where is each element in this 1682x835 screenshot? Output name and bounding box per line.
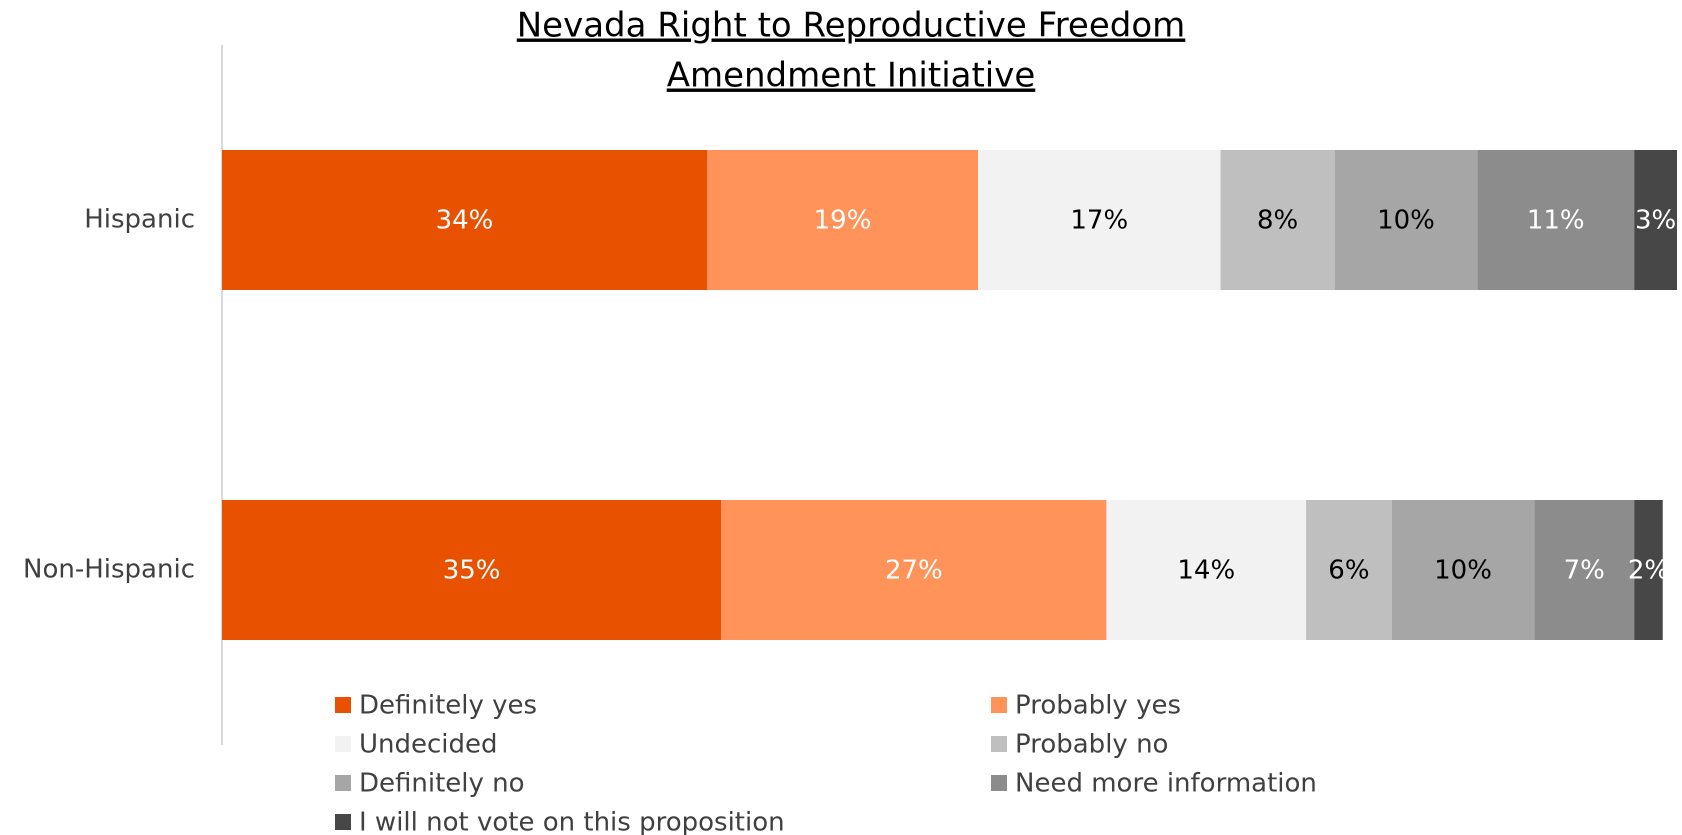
data-label: 6% bbox=[1328, 556, 1369, 586]
data-label: 17% bbox=[1070, 206, 1128, 236]
bar-segment bbox=[978, 150, 1221, 290]
data-label: 27% bbox=[885, 556, 943, 586]
bar-segment bbox=[1391, 500, 1535, 640]
data-label: 3% bbox=[1635, 206, 1676, 236]
legend-label: Undecided bbox=[359, 730, 498, 760]
bar-segment bbox=[222, 500, 722, 640]
bar-segment bbox=[721, 500, 1107, 640]
bar-segment bbox=[1334, 150, 1478, 290]
legend-label: Probably yes bbox=[1015, 691, 1181, 721]
data-label: 34% bbox=[436, 206, 494, 236]
bar-segment bbox=[1106, 500, 1307, 640]
data-label: 14% bbox=[1177, 556, 1235, 586]
plot-area bbox=[222, 150, 1677, 640]
legend-label: Definitely yes bbox=[359, 691, 537, 721]
chart-title: Amendment Initiative bbox=[667, 56, 1036, 96]
bar-segment bbox=[1534, 500, 1635, 640]
data-label: 11% bbox=[1527, 206, 1585, 236]
legend-swatch bbox=[335, 697, 351, 713]
data-label: 7% bbox=[1564, 556, 1605, 586]
y-tick-label: Non-Hispanic bbox=[23, 555, 195, 585]
legend-label: Need more information bbox=[1015, 769, 1317, 799]
legend-label: Definitely no bbox=[359, 769, 525, 799]
bar-segment bbox=[1477, 150, 1635, 290]
legend-swatch bbox=[991, 775, 1007, 791]
legend-swatch bbox=[335, 775, 351, 791]
bar-segment bbox=[1634, 500, 1663, 640]
data-label: 35% bbox=[443, 556, 501, 586]
legend-swatch bbox=[335, 814, 351, 830]
data-label: 19% bbox=[814, 206, 872, 236]
legend-swatch bbox=[335, 736, 351, 752]
bar-segment bbox=[707, 150, 979, 290]
data-label: 10% bbox=[1434, 556, 1492, 586]
data-label: 2% bbox=[1628, 556, 1669, 586]
data-label: 10% bbox=[1377, 206, 1435, 236]
bar-segment bbox=[1634, 150, 1677, 290]
legend: Definitely yes Probably yes Undecided Proba… bbox=[335, 691, 1317, 835]
y-tick-label: Hispanic bbox=[84, 205, 195, 235]
chart-title: Nevada Right to Reproductive Freedom bbox=[517, 6, 1186, 46]
legend-swatch bbox=[991, 736, 1007, 752]
legend-swatch bbox=[991, 697, 1007, 713]
data-label: 8% bbox=[1257, 206, 1298, 236]
bar-segment bbox=[1306, 500, 1392, 640]
legend-label: I will not vote on this proposition bbox=[359, 808, 785, 835]
legend-label: Probably no bbox=[1015, 730, 1168, 760]
bar-segment bbox=[1220, 150, 1335, 290]
bar-segment bbox=[222, 150, 707, 290]
